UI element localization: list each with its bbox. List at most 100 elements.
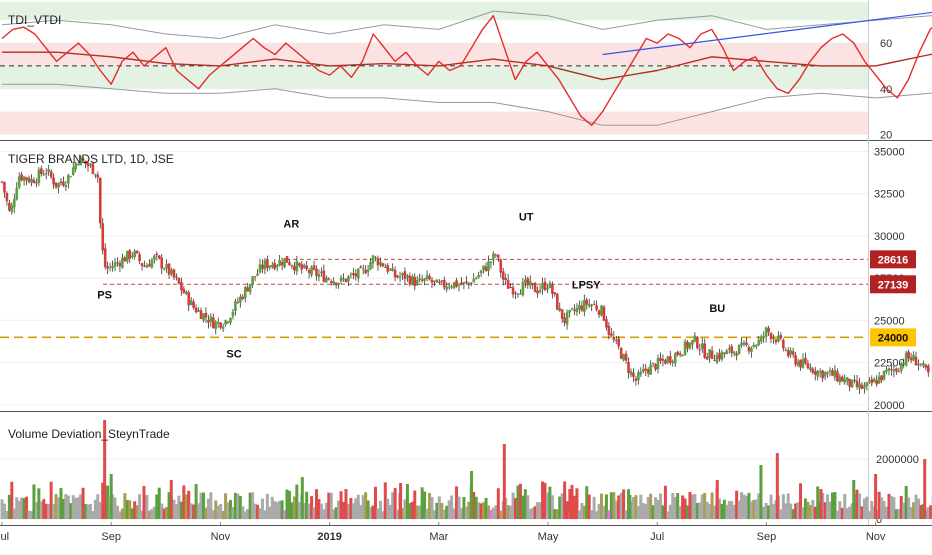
candle-body xyxy=(799,360,802,368)
candle-body xyxy=(630,371,633,375)
candle-body xyxy=(146,265,149,267)
candle-body xyxy=(52,177,55,184)
candle-body xyxy=(197,310,200,311)
candle-body xyxy=(595,305,598,309)
candle-body xyxy=(183,289,186,293)
candle-body xyxy=(694,336,697,342)
candle-body xyxy=(276,265,279,267)
candle-body xyxy=(490,262,493,263)
candle-body xyxy=(121,258,124,268)
candle-body xyxy=(355,273,358,276)
candle-body xyxy=(713,360,716,361)
candle-body xyxy=(858,383,861,388)
candle-body xyxy=(900,363,903,371)
candle-body xyxy=(94,174,97,175)
candle-body xyxy=(753,345,756,347)
candle-body xyxy=(775,339,778,342)
candle-body xyxy=(347,276,350,281)
candle-body xyxy=(443,280,446,288)
candle-body xyxy=(241,297,244,299)
candle-body xyxy=(794,355,797,364)
candle-body xyxy=(453,282,456,288)
candle-body xyxy=(475,278,478,279)
candle-body xyxy=(927,366,930,373)
candle-body xyxy=(325,278,328,283)
candle-body xyxy=(266,259,269,268)
candle-body xyxy=(878,377,881,384)
candle-body xyxy=(809,367,812,370)
candle-body xyxy=(283,258,286,267)
candle-body xyxy=(114,262,117,266)
x-tick-label: Mar xyxy=(429,531,448,543)
candle-body xyxy=(895,368,898,371)
price-title: TIGER BRANDS LTD, 1D, JSE xyxy=(8,152,174,166)
candle-body xyxy=(13,199,16,207)
candle-body xyxy=(436,280,439,283)
x-tick-label: Jul xyxy=(0,531,9,543)
candle-body xyxy=(681,355,684,356)
candle-body xyxy=(750,348,753,352)
candle-body xyxy=(792,351,795,355)
candle-body xyxy=(558,308,561,311)
candle-body xyxy=(460,282,463,284)
candle-body xyxy=(200,310,203,319)
candle-body xyxy=(718,353,721,359)
candle-body xyxy=(40,168,43,174)
candle-body xyxy=(141,263,144,266)
candle-body xyxy=(875,380,878,384)
candle-body xyxy=(755,345,758,346)
candle-body xyxy=(367,270,370,272)
candle-body xyxy=(735,354,738,356)
candle-body xyxy=(286,256,289,263)
candle-body xyxy=(603,307,606,321)
candle-body xyxy=(780,335,783,338)
candle-body xyxy=(499,260,502,273)
candle-body xyxy=(686,342,689,349)
candle-body xyxy=(340,277,343,281)
candle-body xyxy=(821,370,824,378)
candle-body xyxy=(423,278,426,280)
candle-body xyxy=(851,380,854,388)
tdi-tick-label: 60 xyxy=(880,38,892,50)
candle-body xyxy=(519,293,522,294)
candle-body xyxy=(458,285,461,286)
candle-body xyxy=(281,262,284,265)
volume-spike-bar xyxy=(142,486,145,519)
candle-body xyxy=(590,305,593,306)
candle-body xyxy=(748,347,751,351)
candle-body xyxy=(571,308,574,309)
candle-body xyxy=(804,358,807,363)
candle-body xyxy=(861,385,864,389)
candle-body xyxy=(627,362,630,373)
candle-body xyxy=(920,363,923,364)
candle-body xyxy=(232,312,235,317)
candle-body xyxy=(846,377,849,381)
candle-body xyxy=(509,287,512,288)
candle-body xyxy=(62,182,65,186)
candle-body xyxy=(698,349,701,350)
candle-body xyxy=(907,352,910,359)
candle-body xyxy=(671,361,674,362)
candle-body xyxy=(431,280,434,283)
candle-body xyxy=(291,265,294,266)
candle-body xyxy=(175,276,178,277)
candle-body xyxy=(625,354,628,361)
candle-body xyxy=(33,180,36,183)
candle-body xyxy=(836,371,839,381)
candle-body xyxy=(148,264,151,266)
candle-body xyxy=(767,328,770,332)
candle-body xyxy=(337,283,340,285)
candle-body xyxy=(384,267,387,268)
candle-body xyxy=(239,297,242,303)
candle-body xyxy=(210,317,213,322)
candle-body xyxy=(777,336,780,342)
candle-body xyxy=(251,276,254,284)
candle-body xyxy=(912,355,915,361)
candle-body xyxy=(173,269,176,277)
x-tick-label: 2019 xyxy=(317,531,341,543)
candle-body xyxy=(701,343,704,348)
candle-body xyxy=(379,262,382,266)
candle-body xyxy=(69,176,72,177)
candle-body xyxy=(706,357,709,360)
candle-body xyxy=(101,223,104,250)
